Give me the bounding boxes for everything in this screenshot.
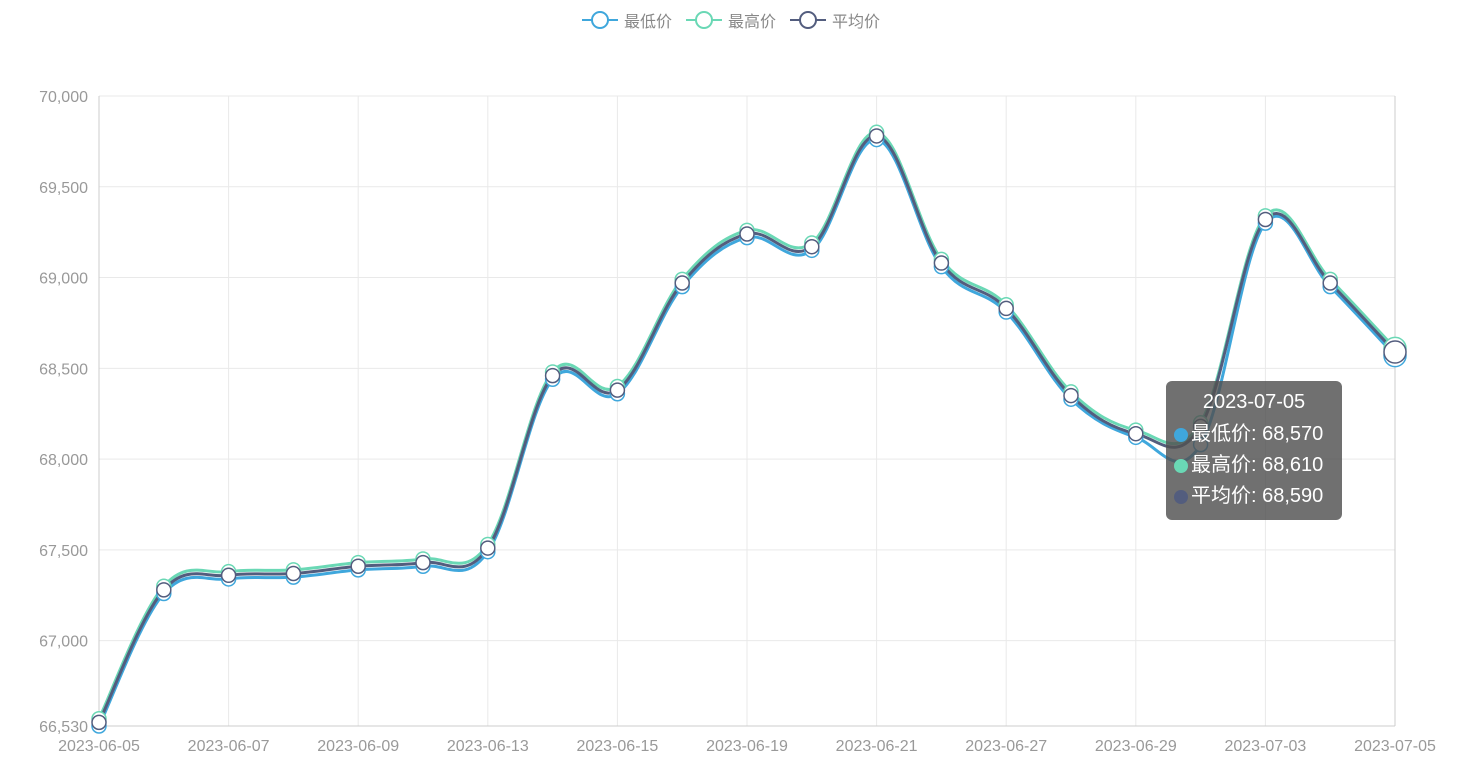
x-tick-label: 2023-06-19	[706, 738, 788, 755]
y-tick-label: 67,000	[39, 634, 88, 651]
data-point-avg[interactable]	[739, 226, 755, 242]
data-point-avg[interactable]	[1383, 340, 1407, 364]
data-point-avg[interactable]	[91, 714, 107, 731]
data-point-avg[interactable]	[1257, 211, 1274, 228]
legend-min-label: 最低价	[623, 14, 672, 31]
y-tick-label: 69,500	[39, 180, 88, 197]
data-point-avg[interactable]	[220, 567, 237, 584]
x-tick-label: 2023-07-05	[1354, 738, 1436, 755]
tooltip-title: 2023-07-05	[1202, 391, 1306, 413]
data-point-avg[interactable]	[1128, 425, 1144, 442]
tooltip-max-text: 最高价: 68,610	[1191, 454, 1324, 476]
chart-legend: 最低价 最高价 平均价	[0, 8, 1462, 32]
tooltip: 2023-07-05 最低价: 68,570 最高价: 68,610 平均价: …	[1166, 381, 1342, 520]
data-point-avg[interactable]	[933, 255, 950, 271]
data-point-avg[interactable]	[156, 582, 172, 598]
tooltip-min-text: 最低价: 68,570	[1191, 423, 1324, 445]
data-point-avg[interactable]	[674, 275, 690, 291]
tooltip-avg-text: 平均价: 68,590	[1191, 485, 1324, 507]
x-tick-label: 2023-06-21	[836, 738, 918, 755]
data-point-avg[interactable]	[609, 382, 626, 398]
data-point-avg[interactable]	[804, 238, 820, 255]
legend-item-max[interactable]: 最高价	[685, 8, 776, 32]
tooltip-row-avg: 平均价: 68,590	[1174, 481, 1334, 512]
x-tick-label: 2023-06-13	[447, 738, 529, 755]
legend-max-marker-icon	[685, 10, 722, 30]
x-tick-label: 2023-06-07	[188, 738, 270, 755]
data-point-avg[interactable]	[285, 565, 302, 582]
x-tick-label: 2023-06-15	[576, 738, 658, 755]
data-point-avg[interactable]	[544, 367, 561, 384]
data-point-avg[interactable]	[1063, 387, 1079, 404]
grid-lines	[98, 95, 1396, 727]
y-tick-label: 70,000	[39, 89, 88, 106]
legend-item-min[interactable]: 最低价	[581, 8, 672, 32]
y-tick-label: 68,500	[39, 361, 88, 378]
y-tick-label: 69,000	[39, 271, 88, 288]
x-tick-label: 2023-06-05	[58, 738, 140, 755]
tooltip-avg-dot-icon	[1174, 489, 1188, 504]
tooltip-row-min: 最低价: 68,570	[1174, 419, 1334, 450]
x-tick-label: 2023-06-29	[1095, 738, 1177, 755]
data-point-avg[interactable]	[350, 558, 366, 574]
tooltip-row-max: 最高价: 68,610	[1174, 450, 1334, 481]
legend-min-marker-icon	[581, 10, 618, 30]
data-point-avg[interactable]	[480, 540, 496, 556]
tooltip-min-dot-icon	[1174, 427, 1188, 442]
data-point-avg[interactable]	[1322, 275, 1338, 291]
data-point-avg[interactable]	[415, 554, 431, 571]
x-tick-label: 2023-06-09	[317, 738, 399, 755]
legend-item-avg[interactable]: 平均价	[790, 8, 880, 32]
legend-max-label: 最高价	[727, 14, 776, 31]
y-tick-label: 68,000	[39, 452, 88, 469]
legend-avg-label: 平均价	[832, 14, 881, 31]
axes: 66,530 67,000 67,500 68,000 68,500 69,000 69,5…	[39, 89, 1436, 755]
x-tick-label: 2023-06-27	[965, 738, 1047, 755]
tooltip-max-dot-icon	[1174, 458, 1188, 473]
x-tick-label: 2023-07-03	[1224, 738, 1306, 755]
y-tick-label: 66,530	[39, 719, 88, 736]
data-point-avg[interactable]	[868, 128, 885, 144]
y-tick-label: 67,500	[39, 543, 88, 560]
legend-avg-marker-icon	[790, 10, 826, 30]
data-point-avg[interactable]	[998, 300, 1014, 317]
